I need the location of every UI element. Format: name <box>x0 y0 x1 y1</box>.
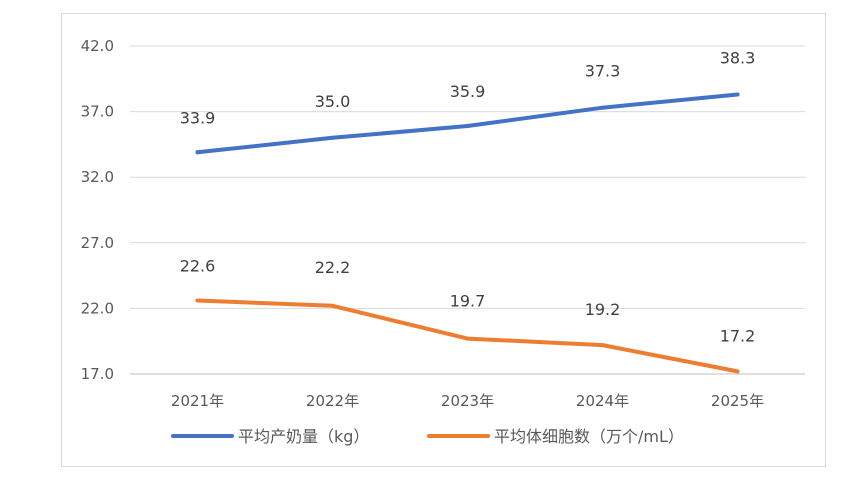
data-point <box>195 298 200 303</box>
data-label: 22.6 <box>180 257 216 276</box>
x-tick-label: 2021年 <box>171 392 224 410</box>
y-tick-label: 27.0 <box>81 234 114 252</box>
x-tick-label: 2025年 <box>711 392 764 410</box>
y-tick-label: 17.0 <box>81 365 114 383</box>
y-tick-label: 22.0 <box>81 299 114 317</box>
data-point <box>735 369 740 374</box>
y-tick-label: 42.0 <box>81 37 114 55</box>
legend-label-2: 平均体细胞数（万个/mL） <box>494 427 684 446</box>
data-point <box>600 343 605 348</box>
data-point <box>735 92 740 97</box>
data-label: 17.2 <box>720 326 756 345</box>
data-point <box>465 124 470 129</box>
data-point <box>465 336 470 341</box>
x-tick-label: 2023年 <box>441 392 494 410</box>
x-tick-label: 2024年 <box>576 392 629 410</box>
data-label: 19.2 <box>585 300 621 319</box>
chart-frame <box>61 13 826 467</box>
data-label: 33.9 <box>180 108 216 127</box>
data-point <box>330 135 335 140</box>
data-label: 22.2 <box>315 258 351 277</box>
data-label: 37.3 <box>585 62 621 81</box>
x-tick-label: 2022年 <box>306 392 359 410</box>
data-point <box>600 105 605 110</box>
data-label: 35.9 <box>450 82 486 101</box>
data-point <box>330 303 335 308</box>
series-line-2 <box>195 298 740 374</box>
y-tick-label: 37.0 <box>81 103 114 121</box>
series-line-1 <box>195 92 740 155</box>
data-point <box>195 150 200 155</box>
data-label: 35.0 <box>315 92 351 111</box>
legend-label-1: 平均产奶量（kg） <box>238 427 369 446</box>
y-tick-label: 32.0 <box>81 168 114 186</box>
data-label: 38.3 <box>720 49 756 68</box>
data-label: 19.7 <box>450 292 486 311</box>
